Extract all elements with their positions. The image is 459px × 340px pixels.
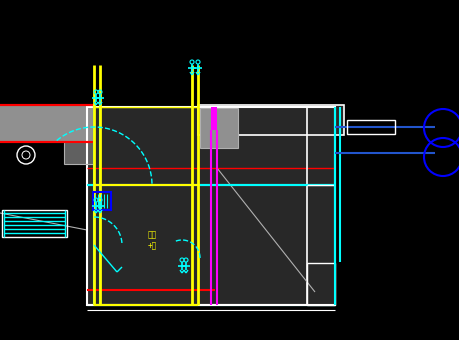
Bar — [0, 105, 94, 142]
Bar — [346, 120, 394, 134]
Bar — [306, 107, 334, 305]
Bar — [197, 105, 343, 135]
Bar — [306, 263, 334, 305]
Bar — [2, 210, 67, 237]
Bar — [211, 107, 217, 130]
Bar — [87, 107, 334, 305]
Bar — [64, 142, 94, 164]
Bar — [64, 142, 94, 164]
Bar — [200, 108, 237, 148]
Bar — [306, 107, 334, 305]
Bar — [306, 263, 334, 305]
Text: +转: +转 — [148, 241, 157, 250]
Bar — [197, 105, 343, 135]
Bar — [87, 107, 334, 305]
Bar — [93, 192, 111, 210]
Text: 地平: 地平 — [148, 230, 157, 239]
Bar — [200, 108, 237, 148]
